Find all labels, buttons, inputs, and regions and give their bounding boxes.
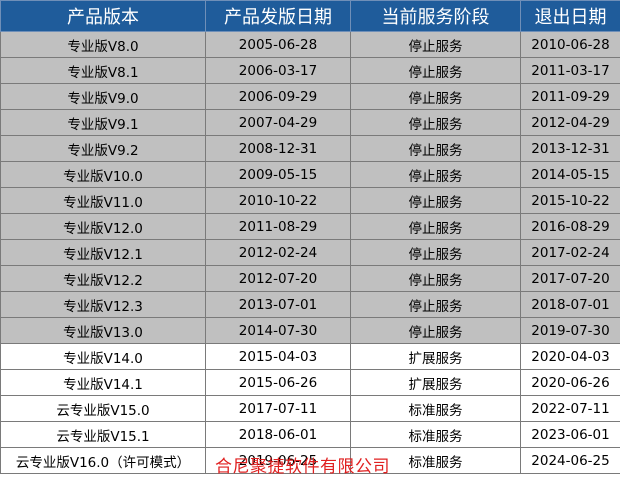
table-cell: 停止服务 [351,266,521,292]
table-cell: 专业版V10.0 [1,162,206,188]
table-cell: 停止服务 [351,32,521,58]
table-cell: 2006-03-17 [206,58,351,84]
table-cell: 2015-06-26 [206,370,351,396]
table-cell: 云专业版V15.0 [1,396,206,422]
table-cell: 停止服务 [351,292,521,318]
table-cell: 专业版V9.2 [1,136,206,162]
table-cell: 2013-12-31 [521,136,620,162]
table-cell: 2017-02-24 [521,240,620,266]
table-cell: 专业版V12.0 [1,214,206,240]
table-cell: 2020-06-26 [521,370,620,396]
table-cell: 专业版V12.3 [1,292,206,318]
table-cell: 云专业版V15.1 [1,422,206,448]
table-cell: 扩展服务 [351,370,521,396]
table-cell: 2012-07-20 [206,266,351,292]
table-cell: 2012-02-24 [206,240,351,266]
table-cell: 2012-04-29 [521,110,620,136]
table-cell: 2009-05-15 [206,162,351,188]
table-cell: 2022-07-11 [521,396,620,422]
table-cell: 停止服务 [351,162,521,188]
table-cell: 2011-08-29 [206,214,351,240]
table-cell: 2015-10-22 [521,188,620,214]
table-cell: 2018-07-01 [521,292,620,318]
watermark: 合尼聚捷软件有限公司 [215,452,390,477]
table-cell: 专业版V9.0 [1,84,206,110]
table-cell: 2008-12-31 [206,136,351,162]
header-cell: 当前服务阶段 [351,1,521,32]
table-cell: 2018-06-01 [206,422,351,448]
header-cell: 退出日期 [521,1,620,32]
table-cell: 专业版V8.1 [1,58,206,84]
table-cell: 专业版V14.0 [1,344,206,370]
table-cell: 2023-06-01 [521,422,620,448]
table-cell: 2006-09-29 [206,84,351,110]
table-cell: 2019-07-30 [521,318,620,344]
table-cell: 2017-07-20 [521,266,620,292]
table-cell: 停止服务 [351,188,521,214]
table-cell: 扩展服务 [351,344,521,370]
table-cell: 专业版V8.0 [1,32,206,58]
table-cell: 专业版V13.0 [1,318,206,344]
table-cell: 标准服务 [351,396,521,422]
table-cell: 专业版V12.2 [1,266,206,292]
table-cell: 2007-04-29 [206,110,351,136]
table-cell: 2010-10-22 [206,188,351,214]
table-cell: 停止服务 [351,214,521,240]
table-cell: 云专业版V16.0（许可模式） [1,448,206,474]
table-cell: 2015-04-03 [206,344,351,370]
table-cell: 2017-07-11 [206,396,351,422]
header-cell: 产品版本 [1,1,206,32]
table-cell: 停止服务 [351,110,521,136]
table-cell: 2011-09-29 [521,84,620,110]
table-cell: 专业版V14.1 [1,370,206,396]
table-cell: 2011-03-17 [521,58,620,84]
table-cell: 停止服务 [351,136,521,162]
header-row: 产品版本产品发版日期当前服务阶段退出日期 [1,1,620,32]
table-cell: 2014-07-30 [206,318,351,344]
header-cell: 产品发版日期 [206,1,351,32]
table-cell: 2020-04-03 [521,344,620,370]
table-cell: 停止服务 [351,58,521,84]
table-cell: 停止服务 [351,84,521,110]
table-cell: 2024-06-25 [521,448,620,474]
table-cell: 专业版V9.1 [1,110,206,136]
table-cell: 专业版V11.0 [1,188,206,214]
table-cell: 标准服务 [351,422,521,448]
table-cell: 2016-08-29 [521,214,620,240]
table-cell: 2013-07-01 [206,292,351,318]
table-cell: 2010-06-28 [521,32,620,58]
table-cell: 专业版V12.1 [1,240,206,266]
table-cell: 停止服务 [351,318,521,344]
table-cell: 2005-06-28 [206,32,351,58]
table-cell: 2014-05-15 [521,162,620,188]
table-cell: 停止服务 [351,240,521,266]
